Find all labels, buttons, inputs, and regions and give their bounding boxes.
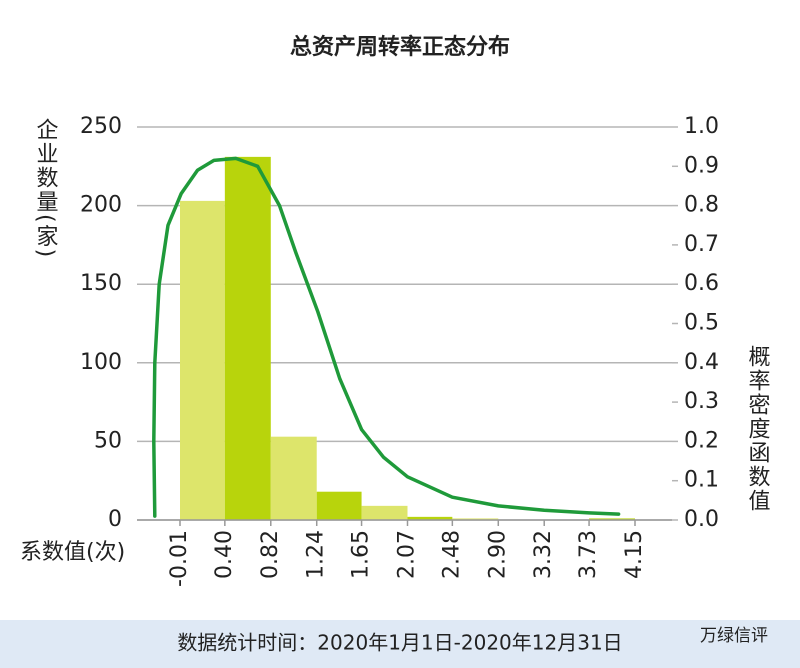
y-axis-label: 企业数量(家) [33, 118, 59, 259]
y-tick-label: 0 [108, 507, 122, 532]
x-tick-label: 1.65 [349, 530, 374, 579]
chart-title: 总资产周转率正态分布 [290, 34, 510, 60]
y2-tick-label: 0.3 [684, 389, 719, 414]
bar [589, 518, 635, 520]
y2-tick-label: 0.0 [684, 507, 719, 532]
y2-tick-label: 0.1 [684, 468, 719, 493]
y2-tick-label: 1.0 [684, 114, 719, 139]
bar [180, 200, 225, 520]
y-tick-label: 200 [80, 193, 122, 218]
x-tick-label: 2.90 [485, 530, 510, 579]
y-tick-label: 50 [94, 428, 122, 453]
bar [224, 156, 271, 521]
footer: 数据统计时间：2020年1月1日-2020年12月31日 [177, 631, 622, 655]
y2-tick-label: 0.6 [684, 271, 719, 296]
y2-tick-label: 0.2 [684, 428, 719, 453]
watermark: 万绿信评 [700, 626, 768, 646]
x-tick-label: 2.07 [395, 530, 420, 579]
x-tick-label: 3.73 [576, 530, 601, 579]
density-curve [152, 156, 621, 518]
x-tick-label: 2.48 [439, 530, 464, 579]
bar [270, 436, 317, 520]
footer-band [0, 620, 800, 668]
x-tick-label: 3.32 [531, 530, 556, 579]
x-tick-label: 0.82 [258, 530, 283, 579]
bar [316, 491, 362, 520]
y2-tick-label: 0.4 [684, 350, 719, 375]
y-tick-label: 150 [80, 271, 122, 296]
bar [452, 518, 499, 520]
x-tick-label: 1.24 [304, 530, 329, 579]
y2-tick-label: 0.8 [684, 193, 719, 218]
y-tick-label: 250 [80, 114, 122, 139]
y-tick-label: 100 [80, 350, 122, 375]
y2-tick-label: 0.9 [684, 153, 719, 178]
bar [407, 516, 453, 520]
x-axis-label: 系数值(次) [20, 540, 125, 565]
x-tick-label: 0.40 [212, 530, 237, 579]
y2-tick-label: 0.5 [684, 311, 719, 336]
x-tick-label: 4.15 [622, 530, 647, 579]
y2-axis-label: 概率密度函数值 [745, 345, 771, 513]
y2-tick-label: 0.7 [684, 232, 719, 257]
bar [361, 505, 408, 520]
x-tick-label: -0.01 [167, 530, 192, 587]
